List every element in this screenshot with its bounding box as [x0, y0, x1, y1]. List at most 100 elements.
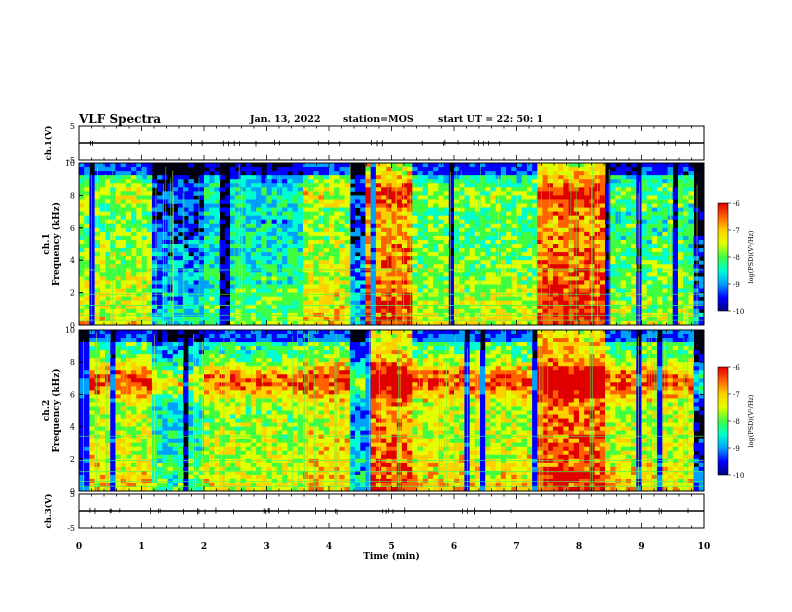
spectrogram-cell	[115, 304, 122, 310]
spectrogram-cell	[282, 167, 288, 172]
spectrogram-cell	[391, 276, 398, 281]
spectrogram-cell	[605, 316, 611, 322]
spectrogram-cell	[599, 219, 606, 225]
spectrogram-cell	[297, 191, 304, 196]
spectrogram-cell	[599, 280, 606, 285]
spectrogram-cell	[677, 244, 684, 249]
spectrogram-cell	[250, 256, 257, 261]
spectrogram-cell	[235, 183, 241, 188]
spectrogram-cell	[396, 195, 403, 200]
spectrogram-cell	[552, 183, 559, 188]
spectrogram-cell	[115, 248, 122, 253]
spectrogram-cell	[542, 272, 549, 277]
spectrogram-cell	[427, 187, 434, 192]
spectrogram-cell	[136, 203, 142, 208]
spectrogram-cell	[125, 203, 132, 208]
spectrogram-cell	[511, 244, 517, 249]
spectrogram-cell	[214, 276, 221, 281]
spectrogram-cell	[313, 252, 319, 257]
spectrogram-cell	[631, 316, 637, 322]
spectrogram-cell	[651, 304, 658, 310]
spectrogram-cell	[89, 292, 96, 298]
spectrogram-cell	[662, 256, 668, 261]
spectrogram-cell	[506, 211, 512, 217]
spectrogram-cell	[532, 244, 538, 249]
spectrogram-cell	[141, 320, 148, 326]
spectrogram-cell	[412, 296, 418, 302]
spectrogram-cell	[329, 223, 335, 229]
spectrogram-cell	[646, 191, 653, 196]
spectrogram-cell	[620, 284, 627, 289]
spectrogram-cell	[474, 179, 481, 184]
spectrogram-cell	[235, 223, 241, 229]
spectrogram-cell	[532, 167, 538, 172]
spectrogram-cell	[526, 308, 533, 314]
spectrogram-cell	[631, 308, 637, 314]
spectrogram-cell	[99, 292, 106, 298]
spectrogram-cell	[693, 248, 700, 253]
spectrogram-cell	[469, 260, 476, 265]
spectrogram-cell	[214, 179, 221, 184]
spectrogram-cell	[125, 195, 132, 200]
spectrogram-cell	[412, 175, 418, 180]
spectrogram-cell	[177, 292, 184, 298]
spectrogram-cell	[490, 276, 497, 281]
spectrogram-cell	[558, 280, 564, 285]
spectrogram-cell	[459, 215, 465, 221]
spectrogram-cell	[151, 207, 158, 212]
spectrogram-cell	[537, 163, 543, 168]
spectrogram-cell	[693, 320, 700, 326]
spectrogram-cell	[552, 296, 559, 302]
spectrogram-cell	[657, 195, 663, 200]
spectrogram-cell	[579, 207, 585, 212]
spectrogram-cell	[84, 296, 90, 302]
spectrogram-cell	[542, 191, 549, 196]
spectrogram-cell	[146, 235, 153, 241]
spectrogram-cell	[657, 308, 663, 314]
spectrogram-cell	[235, 163, 241, 168]
spectrogram-cell	[625, 316, 632, 322]
spectrogram-cell	[261, 268, 267, 273]
spectrogram-cell	[136, 231, 142, 237]
spectrogram-cell	[625, 244, 632, 249]
spectrogram-cell	[198, 316, 205, 322]
spectrogram-cell	[99, 280, 106, 285]
spectrogram-cell	[667, 296, 674, 302]
spectrogram-cell	[474, 288, 481, 293]
spectrogram-cell	[193, 248, 200, 253]
spectrogram-cell	[329, 203, 335, 208]
spectrogram-cell	[240, 268, 247, 273]
spectrogram-cell	[266, 203, 273, 208]
spectrogram-cell	[99, 195, 106, 200]
spectrogram-cell	[589, 191, 596, 196]
spectrogram-cell	[448, 187, 455, 192]
spectrogram-cell	[620, 308, 627, 314]
spectrogram-cell	[589, 179, 596, 184]
spectrogram-cell	[464, 280, 471, 285]
spectrogram-cell	[334, 252, 340, 257]
spectrogram-cell	[698, 280, 705, 285]
spectrogram-cell	[667, 308, 674, 314]
spectrogram-cell	[662, 167, 668, 172]
spectrogram-cell	[141, 256, 148, 261]
spectrogram-cell	[631, 244, 637, 249]
spectrogram-cell	[297, 179, 304, 184]
spectrogram-cell	[79, 430, 85, 436]
spectrogram-cell	[146, 171, 153, 176]
spectrogram-cell	[469, 187, 476, 192]
spectrogram-cell	[552, 223, 559, 229]
spectrogram-cell	[141, 227, 148, 233]
spectrogram-cell	[146, 292, 153, 298]
spectrogram-cell	[261, 191, 267, 196]
spectrogram-cell	[438, 167, 444, 172]
spectrogram-cell	[672, 191, 679, 196]
spectrogram-cell	[516, 252, 523, 257]
spectrogram-cell	[641, 244, 648, 249]
spectrogram-cell	[79, 374, 85, 379]
spectrogram-cell	[375, 227, 382, 233]
spectrogram-cell	[547, 244, 554, 249]
spectrogram-cell	[79, 358, 85, 363]
spectrogram-cell	[381, 260, 387, 265]
spectrogram-cell	[287, 256, 293, 261]
spectrogram-cell	[422, 284, 429, 289]
